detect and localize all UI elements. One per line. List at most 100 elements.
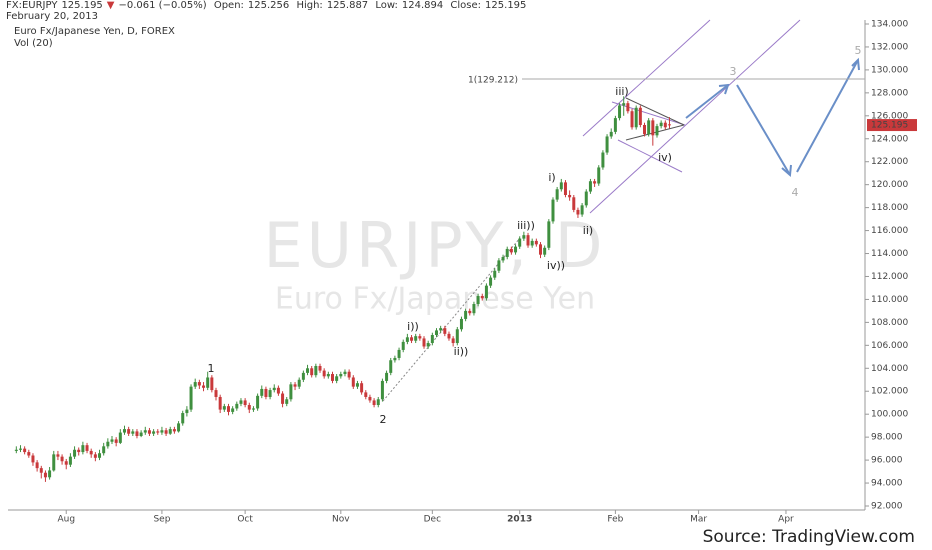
wave-label: iv))	[547, 259, 565, 272]
candle-body	[93, 454, 97, 458]
candle-body	[459, 318, 463, 330]
candle-body	[48, 470, 52, 478]
candle-body	[197, 382, 201, 386]
wave-label: 5	[855, 44, 862, 57]
candle-body	[218, 396, 222, 410]
candle-body	[410, 337, 414, 341]
wave-label: 2	[380, 413, 387, 426]
close-value: 125.195	[485, 0, 527, 11]
wave-label: 4	[792, 186, 799, 199]
candle-body	[393, 357, 397, 361]
candle-body	[630, 111, 634, 128]
candle-body	[609, 131, 613, 137]
candle-body	[27, 452, 31, 456]
candle-body	[226, 406, 230, 412]
candle-body	[555, 189, 559, 200]
candle-body	[414, 336, 418, 341]
candle-body	[102, 446, 106, 454]
candle-body	[447, 333, 451, 339]
candle-body	[18, 448, 22, 450]
candle-body	[667, 124, 671, 126]
candle-body	[23, 448, 27, 453]
candle-body	[534, 240, 538, 245]
candle-body	[568, 194, 572, 198]
candle-body	[193, 382, 197, 387]
candle-body	[172, 429, 176, 432]
y-tick-label: 110.000	[871, 295, 908, 305]
y-tick-label: 120.000	[871, 180, 908, 190]
candle-body	[597, 167, 601, 184]
candle-body	[285, 399, 289, 404]
candle-body	[110, 439, 114, 442]
wave-label: ii))	[454, 345, 469, 358]
level-label: 1(129.212)	[468, 75, 518, 85]
triangle-line	[625, 97, 685, 126]
candle-body	[31, 455, 35, 463]
down-triangle: ▼	[106, 0, 115, 11]
x-tick-label: Feb	[607, 515, 623, 525]
change: −0.061 (−0.05%)	[118, 0, 207, 11]
candle-body	[426, 343, 430, 347]
candle-body	[39, 468, 43, 473]
candle-body	[522, 235, 526, 239]
candle-body	[468, 310, 472, 314]
candle-body	[613, 118, 617, 132]
x-tick-label: Oct	[237, 515, 253, 525]
candle-body	[160, 430, 164, 433]
candle-body	[243, 400, 247, 406]
y-tick-label: 134.000	[871, 20, 908, 30]
candle-body	[547, 221, 551, 248]
candle-body	[239, 400, 243, 404]
candle-body	[663, 122, 667, 128]
candle-body	[297, 379, 301, 387]
candles	[14, 96, 671, 482]
candle-body	[580, 205, 584, 215]
candle-body	[543, 247, 547, 255]
chart-title: Euro Fx/Japanese Yen, D, FOREX	[14, 26, 175, 37]
candle-body	[576, 209, 580, 215]
candle-body	[301, 372, 305, 380]
trend-line	[382, 237, 521, 402]
candle-body	[118, 432, 122, 443]
candle-body	[60, 456, 64, 462]
y-tick-label: 98.000	[871, 433, 903, 443]
candle-body	[497, 260, 501, 271]
candle-body	[563, 182, 567, 195]
watermark-subtitle: Euro Fx/Japanese Yen	[275, 282, 595, 317]
candle-body	[77, 449, 81, 453]
candle-body	[343, 371, 347, 375]
candle-body	[593, 181, 597, 184]
candle-body	[260, 388, 264, 396]
candle-body	[147, 430, 151, 434]
candle-body	[98, 453, 102, 458]
candle-body	[202, 385, 206, 388]
candle-body	[601, 152, 605, 168]
candle-body	[56, 454, 60, 457]
last-price: 125.195	[61, 0, 103, 11]
candle-body	[435, 330, 438, 336]
candle-body	[156, 431, 160, 433]
candle-body	[14, 449, 18, 451]
candle-body	[559, 182, 563, 190]
x-tick-label: Aug	[57, 515, 75, 525]
date: February 20, 2013	[6, 11, 99, 22]
open-value: 125.256	[247, 0, 290, 11]
candle-body	[122, 429, 126, 433]
candle-body	[318, 365, 322, 371]
candle-body	[276, 387, 280, 394]
candle-body	[52, 454, 56, 471]
x-tick-label: 2013	[507, 515, 532, 525]
candle-body	[430, 335, 434, 344]
candle-body	[643, 124, 647, 135]
candle-body	[526, 235, 530, 246]
price-tag-label: 125.195	[871, 121, 908, 131]
candle-body	[505, 248, 509, 257]
candle-body	[397, 349, 401, 358]
candle-body	[222, 406, 226, 410]
candle-body	[655, 126, 659, 136]
candle-body	[114, 439, 118, 443]
candle-body	[139, 432, 143, 436]
candle-body	[480, 295, 484, 299]
y-tick-label: 114.000	[871, 249, 908, 259]
